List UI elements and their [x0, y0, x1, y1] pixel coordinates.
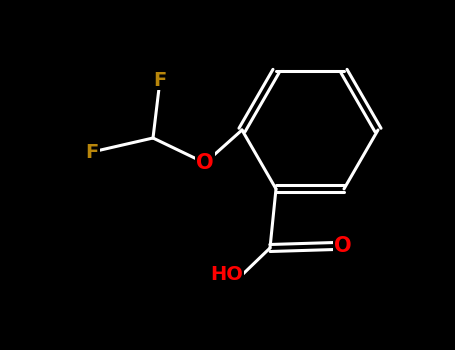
Text: O: O	[196, 153, 214, 173]
Text: O: O	[334, 236, 352, 256]
Text: F: F	[86, 142, 99, 161]
Text: F: F	[153, 70, 167, 90]
Text: HO: HO	[210, 265, 243, 284]
